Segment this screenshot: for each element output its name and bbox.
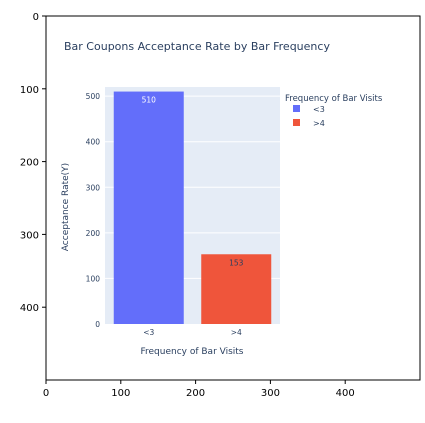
outer-y-tick-label: 300 bbox=[20, 230, 39, 241]
legend: Frequency of Bar Visits <3 >4 bbox=[285, 94, 383, 128]
legend-label: <3 bbox=[313, 105, 325, 114]
outer-x-tick-label: 0 bbox=[43, 388, 49, 399]
outer-x-tick-label: 200 bbox=[186, 388, 205, 399]
legend-label: >4 bbox=[313, 119, 325, 128]
x-ticks: <3 >4 bbox=[143, 328, 242, 337]
chart-title: Bar Coupons Acceptance Rate by Bar Frequ… bbox=[64, 40, 330, 53]
outer-ticks: 0 100 200 300 400 0 100 200 300 400 bbox=[20, 12, 355, 399]
outer-y-tick-label: 200 bbox=[20, 158, 39, 169]
y-axis-label: Acceptance Rate(Y) bbox=[61, 163, 71, 251]
x-tick-label: >4 bbox=[231, 328, 242, 337]
bar bbox=[201, 254, 272, 324]
bars: 510 153 bbox=[113, 91, 272, 324]
bar-value-label: 153 bbox=[229, 258, 244, 267]
y-tick-label: 200 bbox=[86, 229, 101, 238]
y-tick-label: 100 bbox=[86, 274, 101, 283]
x-axis-label: Frequency of Bar Visits bbox=[140, 347, 243, 357]
legend-swatch bbox=[293, 105, 300, 112]
legend-items: <3 >4 bbox=[293, 105, 325, 128]
y-tick-label: 300 bbox=[86, 183, 101, 192]
outer-y-tick-label: 400 bbox=[20, 303, 39, 314]
y-ticks: 0 100 200 300 400 500 bbox=[86, 92, 101, 329]
y-tick-label: 400 bbox=[86, 138, 101, 147]
outer-x-tick-label: 100 bbox=[111, 388, 130, 399]
legend-title: Frequency of Bar Visits bbox=[285, 94, 383, 104]
outer-x-tick-label: 300 bbox=[261, 388, 280, 399]
outer-y-tick-label: 0 bbox=[33, 12, 39, 23]
legend-swatch bbox=[293, 119, 300, 126]
x-tick-label: <3 bbox=[143, 328, 154, 337]
bar-value-label: 510 bbox=[142, 96, 157, 105]
y-tick-label: 500 bbox=[86, 92, 101, 101]
bar bbox=[113, 91, 184, 324]
outer-x-tick-label: 400 bbox=[336, 388, 355, 399]
outer-y-tick-label: 100 bbox=[20, 85, 39, 96]
y-tick-label: 0 bbox=[95, 320, 100, 329]
